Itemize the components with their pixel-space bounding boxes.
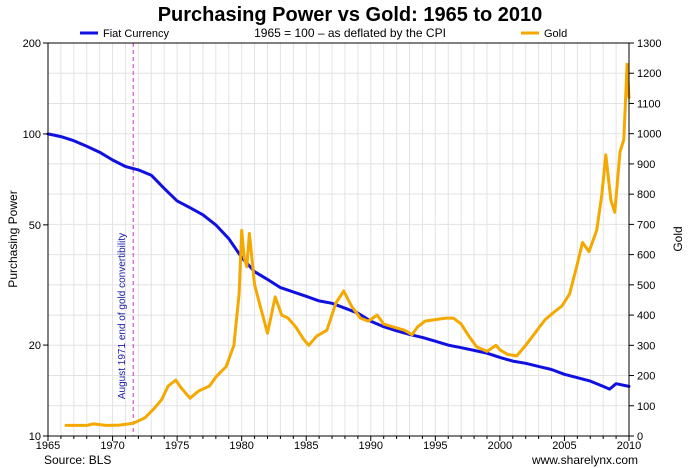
y2-axis-label: Gold: [671, 226, 685, 251]
y-axis-right: 0 100 200 300 400 500 600 700 800 900 1000 1100 1200…: [629, 38, 661, 443]
source-label: Source: BLS: [44, 453, 111, 467]
x-tick-label: 2000: [488, 440, 512, 452]
legend-label-fiat: Fiat Currency: [103, 28, 170, 40]
site-label: www.sharelynx.com: [531, 453, 638, 467]
y2-tick-label: 200: [637, 371, 655, 383]
y-tick-label: 20: [29, 340, 41, 352]
series-line-gold: [64, 62, 631, 427]
x-tick-label: 1975: [165, 440, 189, 452]
y2-tick-label: 800: [637, 189, 655, 201]
y2-tick-label: 900: [637, 159, 655, 171]
y-tick-label: 200: [23, 38, 41, 50]
y2-tick-label: 700: [637, 219, 655, 231]
y2-tick-label: 400: [637, 310, 655, 322]
y2-tick-label: 100: [637, 401, 655, 413]
y2-tick-label: 1000: [637, 129, 661, 141]
y2-tick-label: 300: [637, 340, 655, 352]
x-tick-label: 1995: [423, 440, 447, 452]
y-tick-label: 100: [23, 129, 41, 141]
y2-tick-label: 600: [637, 250, 655, 262]
chart-title: Purchasing Power vs Gold: 1965 to 2010: [158, 4, 543, 26]
plot-frame: [47, 42, 630, 437]
legend: Fiat Currency 1965 = 100 – as deflated b…: [80, 26, 567, 40]
x-tick-label: 1965: [36, 440, 60, 452]
annotation-layer: August 1971 end of gold convertibility: [117, 43, 134, 436]
y2-tick-label: 1300: [637, 38, 661, 50]
y-axis-label: Purchasing Power: [6, 190, 20, 287]
x-tick-label: 2005: [552, 440, 576, 452]
x-tick-label: 1985: [294, 440, 318, 452]
legend-label-gold: Gold: [544, 28, 567, 40]
chart-subtitle: 1965 = 100 – as deflated by the CPI: [254, 26, 446, 40]
y2-tick-label: 0: [637, 431, 643, 443]
x-tick-label: 2010: [617, 440, 641, 452]
y2-tick-label: 1100: [637, 98, 661, 110]
series-line-fiat-currency: [46, 132, 631, 391]
x-tick-label: 1980: [229, 440, 253, 452]
y2-tick-label: 500: [637, 280, 655, 292]
gridlines: [47, 42, 630, 437]
y2-tick-label: 1200: [637, 68, 661, 80]
plot-area: [48, 43, 629, 436]
series-layer: [46, 62, 631, 427]
x-tick-label: 1990: [359, 440, 383, 452]
x-axis: 1965 1970 1975 1980 1985 1990 1995 2000 2005 2010: [36, 436, 641, 452]
y-tick-label: 50: [29, 220, 41, 232]
gold-convertibility-label: August 1971 end of gold convertibility: [117, 233, 128, 399]
y-axis-left: 10 20 50 100 200: [23, 38, 48, 443]
y-tick-label: 10: [29, 431, 41, 443]
x-tick-label: 1970: [100, 440, 124, 452]
